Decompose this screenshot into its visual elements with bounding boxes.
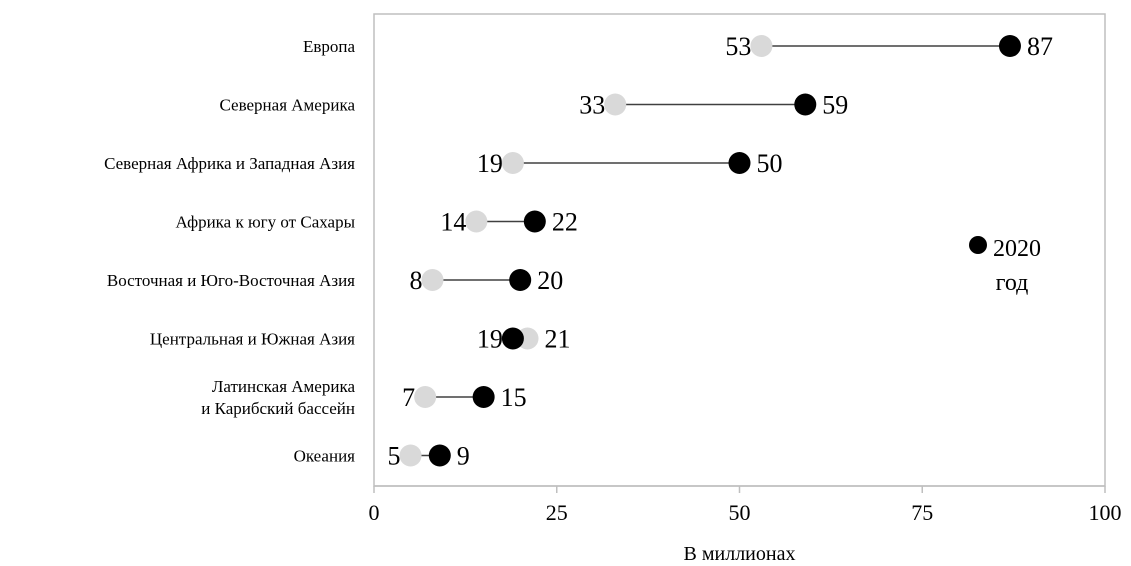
- x-tick-label: 0: [369, 500, 380, 525]
- marker-2020: [523, 210, 546, 233]
- value-label-left: 19: [477, 325, 503, 354]
- legend-label-2020-line2: год: [996, 270, 1029, 296]
- legend-marker-2020: [969, 236, 987, 254]
- value-label-left: 14: [440, 208, 466, 237]
- x-tick-label: 75: [911, 500, 933, 525]
- x-tick-label: 25: [546, 500, 568, 525]
- marker-earlier: [399, 444, 422, 467]
- category-label: Восточная и Юго-Восточная Азия: [107, 271, 355, 290]
- category-label-line: Центральная и Южная Азия: [150, 330, 355, 349]
- value-label-right: 87: [1027, 32, 1053, 61]
- category-label: Латинская Америка и Карибский бассейн: [201, 377, 355, 418]
- value-label-right: 20: [537, 266, 563, 295]
- marker-2020: [428, 444, 451, 467]
- marker-2020: [998, 35, 1021, 57]
- category-label-line: Восточная и Юго-Восточная Азия: [107, 271, 355, 290]
- category-label-line: Северная Америка: [219, 96, 355, 115]
- category-label-line: Латинская Америка: [212, 377, 356, 396]
- value-label-right: 21: [545, 325, 571, 354]
- legend-label-2020-line1: 2020: [993, 236, 1041, 262]
- category-label-line: Европа: [303, 37, 356, 56]
- marker-earlier: [414, 386, 437, 408]
- x-ticks: 0 25 50 75 100: [369, 486, 1122, 525]
- category-label: Центральная и Южная Азия: [150, 330, 355, 349]
- value-label-right: 22: [552, 208, 578, 237]
- category-label-line: Северная Африка и Западная Азия: [104, 154, 355, 173]
- marker-2020: [501, 327, 524, 350]
- category-label: Океания: [294, 447, 356, 466]
- marker-earlier: [501, 152, 524, 174]
- marker-2020: [728, 152, 751, 174]
- value-label-right: 15: [501, 383, 527, 412]
- value-label-left: 5: [388, 442, 401, 471]
- legend: 2020 год: [969, 236, 1041, 296]
- marker-earlier: [421, 269, 444, 291]
- markers: [399, 35, 1021, 467]
- value-label-right: 50: [757, 149, 783, 178]
- marker-2020: [472, 386, 495, 408]
- category-label: Африка к югу от Сахары: [175, 213, 355, 232]
- x-tick-label: 100: [1089, 500, 1122, 525]
- category-label: Северная Африка и Западная Азия: [104, 154, 355, 173]
- value-label-left: 8: [409, 266, 422, 295]
- marker-2020: [509, 269, 532, 291]
- x-axis-title: В миллионах: [684, 543, 796, 565]
- value-label-right: 59: [822, 91, 848, 120]
- category-label-line: Океания: [294, 447, 356, 466]
- value-label-left: 7: [402, 383, 415, 412]
- value-label-right: 9: [457, 442, 470, 471]
- marker-earlier: [604, 93, 627, 116]
- category-label-line: и Карибский бассейн: [201, 399, 355, 418]
- value-label-left: 33: [579, 91, 605, 120]
- category-labels: Европа Северная Америка Северная Африка и …: [104, 37, 355, 466]
- value-label-left: 53: [725, 32, 751, 61]
- category-label-line: Африка к югу от Сахары: [175, 213, 355, 232]
- marker-earlier: [465, 210, 488, 233]
- value-label-left: 19: [477, 149, 503, 178]
- category-label: Северная Америка: [219, 96, 355, 115]
- x-tick-label: 50: [729, 500, 751, 525]
- category-label: Европа: [303, 37, 356, 56]
- marker-2020: [794, 93, 817, 116]
- marker-earlier: [750, 35, 773, 57]
